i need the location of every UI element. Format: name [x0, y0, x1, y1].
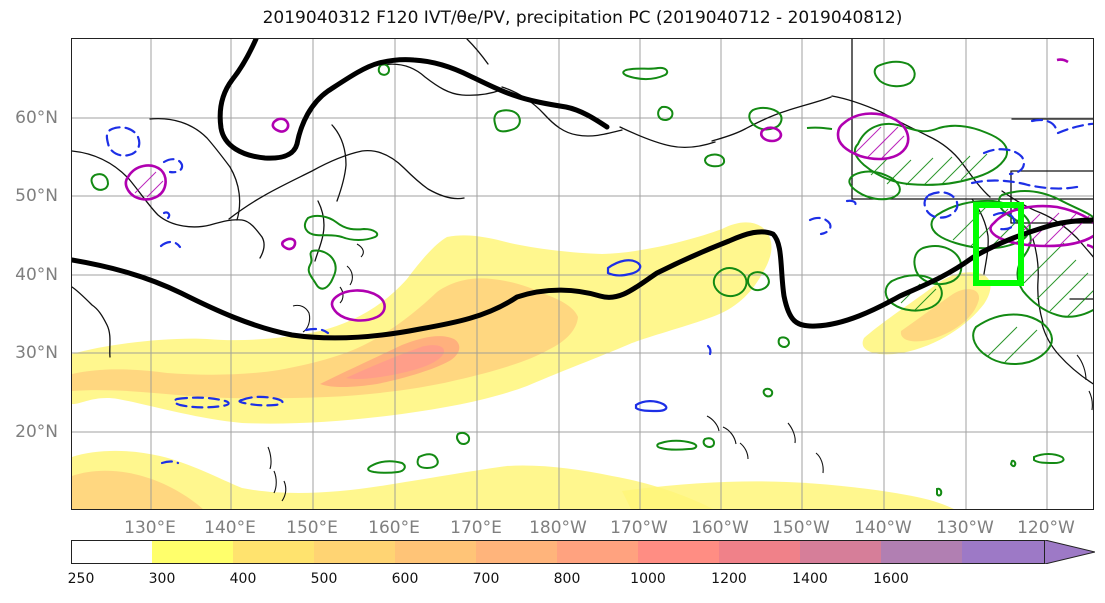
lon-label-130w: 130°W [936, 518, 994, 538]
pv-negative-contours [105, 118, 1093, 465]
lon-label-160w: 160°W [691, 518, 749, 538]
lon-label-120w: 120°W [1017, 518, 1075, 538]
colorbar-tick-1000: 1000 [630, 571, 666, 587]
colorbar-tick-600: 600 [391, 571, 419, 587]
lon-label-170e: 170°E [450, 518, 502, 538]
colorbar-band-5 [476, 540, 557, 564]
colorbar-svg [71, 539, 1096, 565]
colorbar-band-11 [962, 540, 1045, 564]
ivt-band-mid-east [900, 289, 980, 342]
colorbar-band-1 [152, 540, 233, 564]
colorbar-tick-400: 400 [229, 571, 257, 587]
ivt-band-south [72, 450, 714, 509]
colorbar-band-10 [881, 540, 962, 564]
colorbar-band-8 [719, 540, 800, 564]
theta-e-contours [72, 39, 1093, 341]
lon-label-140w: 140°W [854, 518, 912, 538]
colorbar-band-3 [314, 540, 395, 564]
lat-label-50n: 50°N [15, 186, 58, 206]
colorbar-tick-300: 300 [148, 571, 176, 587]
colorbar-outline [71, 540, 1045, 564]
lon-label-180w: 180°W [529, 518, 587, 538]
lat-label-60n: 60°N [15, 108, 58, 128]
lon-label-170w: 170°W [610, 518, 668, 538]
lat-label-30n: 30°N [15, 343, 58, 363]
chart-title: 2019040312 F120 IVT/θe/PV, precipitation… [262, 8, 903, 28]
precip-pc-contours [124, 58, 1093, 322]
lon-label-150w: 150°W [772, 518, 830, 538]
pv-positive-contours [90, 60, 1093, 497]
colorbar-tick-250: 250 [67, 571, 95, 587]
lat-label-20n: 20°N [15, 422, 58, 442]
colorbar-band-4 [395, 540, 476, 564]
colorbar-band-7 [638, 540, 719, 564]
colorbar-tick-1400: 1400 [792, 571, 828, 587]
colorbar-band-9 [800, 540, 881, 564]
islands [267, 243, 1093, 502]
colorbar-tick-500: 500 [310, 571, 338, 587]
target-box [973, 202, 1024, 286]
lon-label-160e: 160°E [368, 518, 420, 538]
colorbar-band-2 [233, 540, 314, 564]
lon-label-140e: 140°E [204, 518, 256, 538]
lon-label-150e: 150°E [286, 518, 338, 538]
graticule [72, 39, 1093, 509]
lon-label-130e: 130°E [124, 518, 176, 538]
ivt-band-mid [72, 278, 578, 399]
colorbar-band-0 [71, 540, 152, 564]
colorbar-tick-700: 700 [472, 571, 500, 587]
colorbar-tick-1600: 1600 [873, 571, 909, 587]
colorbar-band-6 [557, 540, 638, 564]
colorbar [71, 539, 1096, 565]
map-svg [72, 39, 1093, 509]
ivt-band-south-east [622, 481, 954, 509]
lat-label-40n: 40°N [15, 265, 58, 285]
colorbar-tick-800: 800 [553, 571, 581, 587]
map-frame [71, 38, 1094, 510]
ivt-band-mid-south [72, 470, 203, 509]
colorbar-arrow [1045, 540, 1095, 564]
colorbar-tick-1200: 1200 [711, 571, 747, 587]
